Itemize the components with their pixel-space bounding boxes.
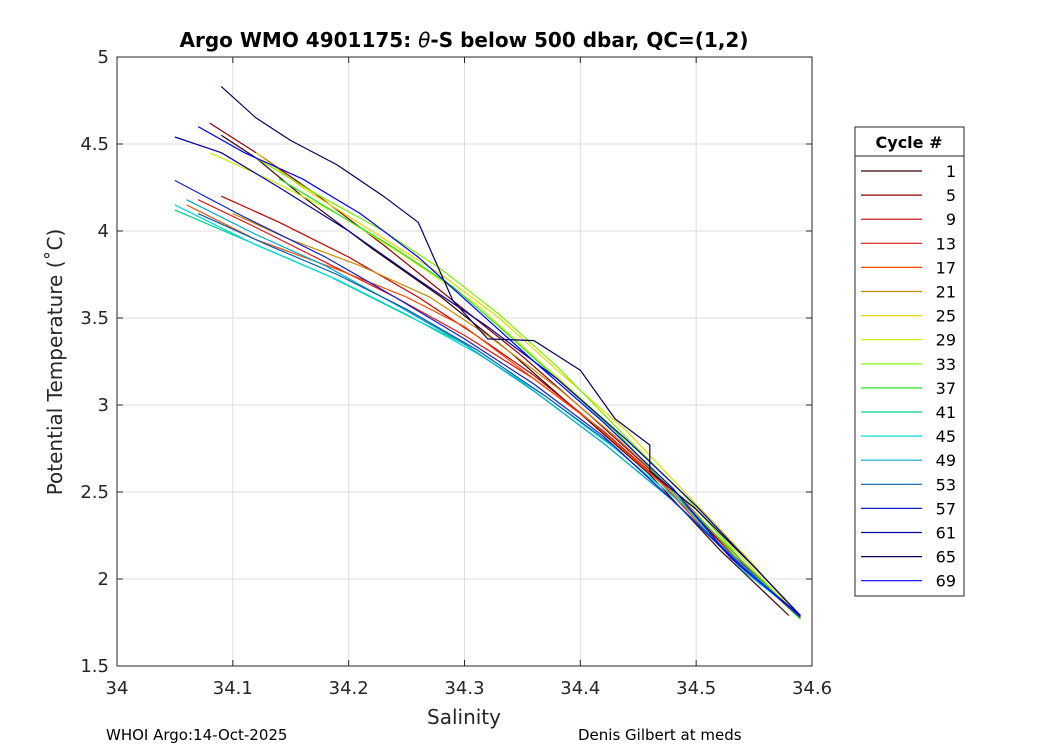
series-line-cycle-25 <box>255 152 801 620</box>
footer-credit-left: WHOI Argo:14-Oct-2025 <box>106 726 288 744</box>
y-axis: 1.5 2 2.5 3 3.5 4 4.5 5 <box>80 47 812 677</box>
x-tick-label: 34.1 <box>213 678 253 699</box>
x-axis-label: Salinity <box>427 705 501 729</box>
legend-label-cycle-13: 13 <box>936 234 956 253</box>
y-tick-label: 3.5 <box>80 308 109 329</box>
y-tick-label: 3 <box>98 395 109 416</box>
series-line-cycle-61 <box>174 136 801 616</box>
legend-label-cycle-49: 49 <box>936 451 956 470</box>
legend-box <box>854 126 965 597</box>
x-tick-label: 34.6 <box>792 678 832 699</box>
legend-label-cycle-33: 33 <box>936 355 956 374</box>
legend-label-cycle-61: 61 <box>936 524 956 543</box>
series-line-cycle-49 <box>186 199 801 618</box>
x-tick-label: 34.3 <box>444 678 484 699</box>
chart-title-suffix: -S below 500 dbar, QC=(1,2) <box>430 28 748 52</box>
series-line-cycle-37 <box>278 178 801 620</box>
series-line-cycle-57 <box>174 179 801 618</box>
y-tick-label: 2 <box>98 569 109 590</box>
x-tick-label: 34.2 <box>329 678 369 699</box>
x-tick-label: 34.5 <box>676 678 716 699</box>
series-lines <box>174 86 801 620</box>
legend-items: 1 5 9 13 17 21 25 29 33 37 41 45 49 53 57 61 65 69 <box>861 162 956 591</box>
x-tick-label: 34.4 <box>560 678 600 699</box>
footer-credit-right: Denis Gilbert at meds <box>578 726 742 744</box>
legend-label-cycle-21: 21 <box>936 283 956 302</box>
legend-label-cycle-5: 5 <box>946 186 956 205</box>
series-line-cycle-53 <box>197 213 801 616</box>
legend-label-cycle-17: 17 <box>936 258 956 277</box>
y-tick-label: 4 <box>98 221 109 242</box>
legend-label-cycle-25: 25 <box>936 307 956 326</box>
legend-title: Cycle # <box>876 133 943 152</box>
legend-label-cycle-65: 65 <box>936 548 956 567</box>
x-tick-label: 34 <box>106 678 129 699</box>
chart-title-prefix: Argo WMO 4901175: <box>180 28 419 52</box>
legend-label-cycle-57: 57 <box>936 499 956 518</box>
legend-label-cycle-45: 45 <box>936 427 956 446</box>
series-line-cycle-17 <box>186 204 801 618</box>
y-tick-label: 5 <box>98 47 109 68</box>
x-axis: 34 34.1 34.2 34.3 34.4 34.5 34.6 <box>106 57 832 699</box>
legend-label-cycle-29: 29 <box>936 331 956 350</box>
y-tick-label: 4.5 <box>80 134 109 155</box>
series-line-cycle-69 <box>197 126 801 616</box>
chart-title-theta: θ <box>418 28 430 52</box>
legend-label-cycle-1: 1 <box>946 162 956 181</box>
legend-label-cycle-69: 69 <box>936 572 956 591</box>
series-line-cycle-65 <box>220 86 801 616</box>
legend: Cycle # 1 5 9 13 17 21 25 29 33 37 41 45 49 53 57 61 65 6… <box>854 126 965 597</box>
y-tick-label: 1.5 <box>80 656 109 677</box>
y-axis-label: Potential Temperature (˚C) <box>43 229 67 496</box>
legend-label-cycle-37: 37 <box>936 379 956 398</box>
legend-label-cycle-53: 53 <box>936 475 956 494</box>
chart-title: Argo WMO 4901175: θ-S below 500 dbar, QC… <box>180 28 749 52</box>
legend-label-cycle-9: 9 <box>946 210 956 229</box>
legend-label-cycle-41: 41 <box>936 403 956 422</box>
y-tick-label: 2.5 <box>80 482 109 503</box>
